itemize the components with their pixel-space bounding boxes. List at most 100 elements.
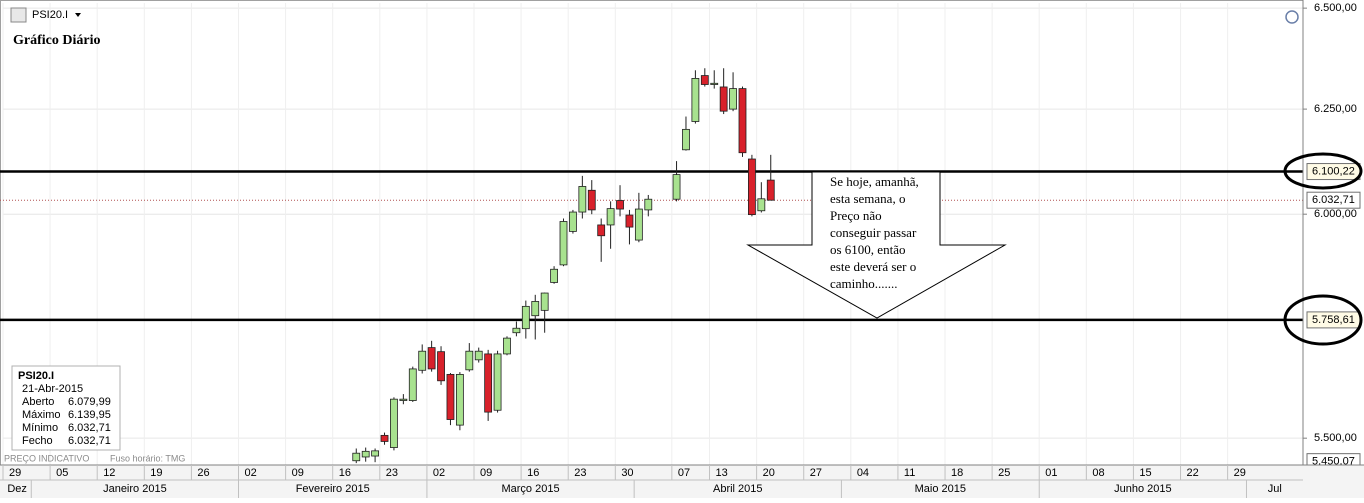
candle-body bbox=[361, 450, 370, 458]
price-marker-label: 5.758,61 bbox=[1312, 314, 1355, 326]
x-tick-label: 13 bbox=[716, 467, 728, 479]
candle-body bbox=[474, 350, 483, 361]
x-tick-label: 25 bbox=[998, 467, 1010, 479]
x-tick-label: 19 bbox=[150, 467, 162, 479]
x-axis-area bbox=[0, 465, 1364, 498]
info-box bbox=[11, 365, 121, 451]
candle-body bbox=[390, 398, 398, 448]
x-tick-label: 12 bbox=[103, 467, 115, 479]
candle-body bbox=[757, 198, 766, 212]
candle-body bbox=[380, 434, 389, 442]
footnote: Fuso horário: TMG bbox=[110, 453, 185, 463]
x-tick-label: 22 bbox=[1187, 467, 1199, 479]
candle-body bbox=[352, 452, 361, 462]
candle-body bbox=[606, 208, 615, 226]
annotation-line: conseguir passar bbox=[830, 225, 917, 240]
highlight-ellipse bbox=[1283, 152, 1363, 190]
x-tick-label: 23 bbox=[574, 467, 586, 479]
x-tick-label: 09 bbox=[480, 467, 492, 479]
price-marker-box bbox=[1306, 191, 1361, 209]
x-tick-label: 20 bbox=[763, 467, 775, 479]
month-label: Março 2015 bbox=[501, 483, 559, 495]
month-label: Maio 2015 bbox=[915, 483, 966, 495]
x-tick-label: 16 bbox=[339, 467, 351, 479]
info-label: Mínimo bbox=[22, 422, 58, 434]
annotation-arrow bbox=[746, 171, 1007, 319]
candle-body bbox=[399, 398, 408, 401]
price-markers: 6.100,226.032,715.758,615.450,07 bbox=[1306, 163, 1361, 471]
x-tick-label: 29 bbox=[9, 467, 21, 479]
x-tick-label: 29 bbox=[1234, 467, 1246, 479]
x-axis: 29 05 12 19 26 02 09 16 23 02 09 16 23 30 07 13 20 27 04 11… bbox=[2, 465, 1282, 498]
annotation-line: Preço não bbox=[830, 208, 882, 223]
info-value: 6.032,71 bbox=[68, 435, 111, 447]
candles bbox=[352, 68, 775, 464]
month-label: Abril 2015 bbox=[713, 483, 763, 495]
info-value: 6.079,99 bbox=[68, 396, 111, 408]
month-label: Dez bbox=[7, 483, 27, 495]
candle-body bbox=[550, 268, 558, 283]
y-tick-label: 6.250,00 bbox=[1314, 103, 1357, 115]
candle-body bbox=[512, 327, 521, 334]
info-date: 21-Abr-2015 bbox=[22, 383, 83, 395]
candle-body bbox=[531, 301, 540, 317]
y-axis: 5.500,00 6.000,00 6.250,00 6.500,00 bbox=[1303, 2, 1357, 444]
info-label: Fecho bbox=[22, 435, 53, 447]
month-label: Junho 2015 bbox=[1114, 483, 1172, 495]
candle-body bbox=[748, 158, 756, 216]
candle-body bbox=[455, 373, 464, 426]
candle-body bbox=[644, 198, 653, 211]
x-tick-label: 01 bbox=[1045, 467, 1057, 479]
info-rows: Aberto 6.079,99 Máximo 6.139,95 Mínimo 6.032,… bbox=[22, 396, 111, 447]
candle-body bbox=[682, 128, 690, 151]
candle-body bbox=[719, 86, 728, 112]
candle-body bbox=[503, 337, 511, 355]
info-value: 6.139,95 bbox=[68, 409, 111, 421]
candle-body bbox=[427, 347, 436, 370]
annotation-line: caminho....... bbox=[830, 276, 898, 291]
symbol-selector[interactable]: PSI20.I bbox=[32, 9, 68, 21]
x-tick-label: 23 bbox=[386, 467, 398, 479]
y-tick-label: 6.000,00 bbox=[1314, 208, 1357, 220]
x-tick-label: 07 bbox=[678, 467, 690, 479]
x-tick-label: 27 bbox=[810, 467, 822, 479]
x-tick-label: 09 bbox=[292, 467, 304, 479]
x-tick-label: 02 bbox=[245, 467, 257, 479]
info-symbol: PSI20.I bbox=[18, 370, 54, 382]
x-tick-label: 15 bbox=[1139, 467, 1151, 479]
candle-body bbox=[446, 373, 455, 420]
y-tick-label: 5.500,00 bbox=[1314, 432, 1357, 444]
highlight-ellipse bbox=[1283, 294, 1363, 346]
x-tick-label: 18 bbox=[951, 467, 963, 479]
candle-body bbox=[371, 450, 380, 457]
month-label: Fevereiro 2015 bbox=[296, 483, 370, 495]
info-label: Aberto bbox=[22, 396, 54, 408]
toolbar-icon[interactable] bbox=[10, 7, 27, 23]
info-label: Máximo bbox=[22, 409, 61, 421]
chart-title: Gráfico Diário bbox=[13, 33, 100, 48]
y-axis-area bbox=[1303, 0, 1364, 465]
price-marker-label: 6.032,71 bbox=[1312, 194, 1355, 206]
grid bbox=[2, 3, 1303, 465]
dropdown-arrow[interactable] bbox=[75, 13, 81, 17]
footnote: PREÇO INDICATIVO bbox=[4, 453, 89, 463]
candle-body bbox=[540, 292, 549, 311]
x-tick-label: 30 bbox=[621, 467, 633, 479]
candle-body bbox=[578, 186, 587, 213]
candle-body bbox=[569, 211, 577, 232]
candle-body bbox=[634, 208, 643, 241]
candle-body bbox=[766, 179, 775, 201]
candle-body bbox=[408, 368, 417, 401]
candle-body bbox=[700, 75, 709, 85]
y-tick-label: 6.500,00 bbox=[1314, 2, 1357, 14]
candle-body bbox=[587, 189, 596, 211]
annotation-line: os 6100, então bbox=[830, 242, 905, 257]
candle-body bbox=[691, 78, 700, 122]
x-tick-label: 04 bbox=[857, 467, 869, 479]
clock-icon[interactable] bbox=[1285, 10, 1299, 24]
candle-body bbox=[710, 82, 719, 85]
candle-body bbox=[559, 221, 568, 266]
annotation-line: este deverá ser o bbox=[830, 259, 916, 274]
